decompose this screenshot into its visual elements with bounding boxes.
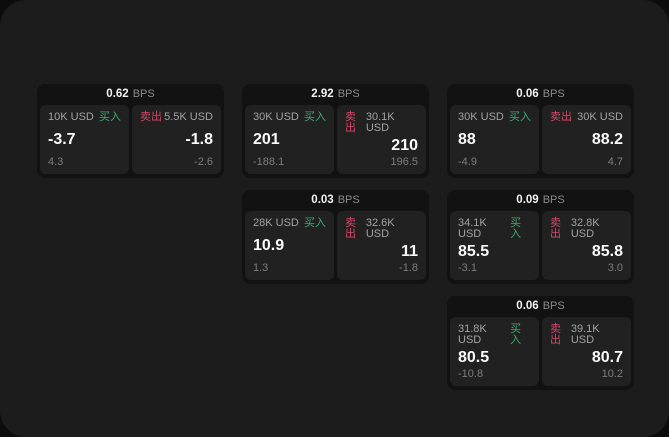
sell-notional-label: 30.1K USD bbox=[365, 111, 395, 134]
card-header: 0.09 BPS bbox=[447, 190, 634, 211]
bps-unit-label: BPS bbox=[542, 88, 565, 100]
bps-value: 2.92 bbox=[311, 87, 334, 100]
bps-value: 0.06 bbox=[516, 87, 539, 100]
bps-unit-label: BPS bbox=[337, 88, 360, 100]
sell-price-value: -1.8 bbox=[185, 131, 213, 148]
buy-button-label[interactable]: 买入 bbox=[304, 217, 326, 229]
card-body: 34.1K USD 买入 85.5 -3.1 卖出 32.8K USD 85.8… bbox=[447, 211, 634, 284]
bps-quote-card: 0.09 BPS 34.1K USD 买入 85.5 -3.1 卖出 32.8K… bbox=[447, 190, 634, 284]
sell-tile[interactable]: 卖出 39.1K USD 80.7 10.2 bbox=[542, 317, 631, 386]
bps-quote-card: 0.62 BPS 10K USD 买入 -3.7 4.3 卖出 5.5K USD bbox=[37, 84, 224, 178]
bps-value: 0.06 bbox=[516, 299, 539, 312]
buy-notional-label: 31.8K USD bbox=[458, 323, 487, 346]
sell-secondary-value: 10.2 bbox=[601, 368, 623, 380]
sell-button-label[interactable]: 卖出 bbox=[345, 111, 356, 134]
bps-value: 0.03 bbox=[311, 193, 334, 206]
buy-tile[interactable]: 31.8K USD 买入 80.5 -10.8 bbox=[450, 317, 539, 386]
sell-notional-label: 30K USD bbox=[577, 111, 623, 123]
sell-tile[interactable]: 卖出 30.1K USD 210 196.5 bbox=[337, 105, 426, 174]
sell-secondary-value: 196.5 bbox=[390, 156, 418, 168]
sell-tile[interactable]: 卖出 32.8K USD 85.8 3.0 bbox=[542, 211, 631, 280]
sell-price-value: 85.8 bbox=[591, 242, 623, 260]
buy-button-label[interactable]: 买入 bbox=[510, 217, 522, 240]
sell-secondary-value: 4.7 bbox=[607, 156, 623, 168]
card-body: 31.8K USD 买入 80.5 -10.8 卖出 39.1K USD 80.… bbox=[447, 317, 634, 390]
buy-price-value: -3.7 bbox=[48, 131, 76, 148]
sell-secondary-value: -1.8 bbox=[399, 262, 418, 274]
buy-secondary-value: 1.3 bbox=[253, 262, 269, 274]
buy-price-value: 201 bbox=[253, 131, 280, 148]
bps-unit-label: BPS bbox=[132, 88, 155, 100]
sell-secondary-value: 3.0 bbox=[607, 262, 623, 274]
buy-secondary-value: -3.1 bbox=[458, 262, 477, 274]
sell-tile[interactable]: 卖出 30K USD 88.2 4.7 bbox=[542, 105, 631, 174]
buy-button-label[interactable]: 买入 bbox=[99, 111, 121, 123]
bps-value: 0.62 bbox=[106, 87, 129, 100]
sell-notional-label: 32.6K USD bbox=[365, 217, 395, 240]
sell-button-label[interactable]: 卖出 bbox=[550, 323, 561, 346]
sell-notional-label: 5.5K USD bbox=[164, 111, 213, 123]
buy-price-value: 85.5 bbox=[458, 242, 490, 260]
buy-tile[interactable]: 34.1K USD 买入 85.5 -3.1 bbox=[450, 211, 539, 280]
buy-tile[interactable]: 28K USD 买入 10.9 1.3 bbox=[245, 211, 334, 280]
card-body: 10K USD 买入 -3.7 4.3 卖出 5.5K USD -1.8 -2.… bbox=[37, 105, 224, 178]
bps-quote-card: 0.06 BPS 30K USD 买入 88 -4.9 卖出 30K USD bbox=[447, 84, 634, 178]
sell-secondary-value: -2.6 bbox=[194, 156, 213, 168]
sell-button-label[interactable]: 卖出 bbox=[550, 217, 561, 240]
buy-notional-label: 30K USD bbox=[253, 111, 299, 123]
sell-notional-label: 39.1K USD bbox=[570, 323, 600, 346]
card-header: 2.92 BPS bbox=[242, 84, 429, 105]
bps-quote-card: 2.92 BPS 30K USD 买入 201 -188.1 卖出 30.1K … bbox=[242, 84, 429, 178]
bps-value: 0.09 bbox=[516, 193, 539, 206]
quote-card-grid: 0.62 BPS 10K USD 买入 -3.7 4.3 卖出 5.5K USD bbox=[37, 84, 634, 390]
card-header: 0.06 BPS bbox=[447, 296, 634, 317]
sell-tile[interactable]: 卖出 32.6K USD 11 -1.8 bbox=[337, 211, 426, 280]
buy-notional-label: 10K USD bbox=[48, 111, 94, 123]
buy-secondary-value: -10.8 bbox=[458, 368, 484, 380]
sell-notional-label: 32.8K USD bbox=[570, 217, 600, 240]
bps-unit-label: BPS bbox=[542, 194, 565, 206]
buy-price-value: 10.9 bbox=[253, 237, 285, 254]
buy-notional-label: 30K USD bbox=[458, 111, 504, 123]
card-body: 30K USD 买入 201 -188.1 卖出 30.1K USD 210 1… bbox=[242, 105, 429, 178]
buy-notional-label: 28K USD bbox=[253, 217, 299, 229]
buy-tile[interactable]: 10K USD 买入 -3.7 4.3 bbox=[40, 105, 129, 174]
sell-price-value: 88.2 bbox=[591, 131, 623, 148]
card-header: 0.03 BPS bbox=[242, 190, 429, 211]
sell-button-label[interactable]: 卖出 bbox=[345, 217, 356, 240]
buy-price-value: 80.5 bbox=[458, 348, 490, 366]
buy-tile[interactable]: 30K USD 买入 201 -188.1 bbox=[245, 105, 334, 174]
sell-button-label[interactable]: 卖出 bbox=[140, 111, 162, 123]
buy-secondary-value: -188.1 bbox=[253, 156, 285, 168]
buy-button-label[interactable]: 买入 bbox=[509, 111, 531, 123]
bps-unit-label: BPS bbox=[542, 300, 565, 312]
buy-secondary-value: -4.9 bbox=[458, 156, 477, 168]
bps-quote-card: 0.03 BPS 28K USD 买入 10.9 1.3 卖出 32.6K US… bbox=[242, 190, 429, 284]
buy-button-label[interactable]: 买入 bbox=[510, 323, 522, 346]
sell-button-label[interactable]: 卖出 bbox=[550, 111, 572, 123]
buy-button-label[interactable]: 买入 bbox=[304, 111, 326, 123]
bps-quote-card: 0.06 BPS 31.8K USD 买入 80.5 -10.8 卖出 39.1… bbox=[447, 296, 634, 390]
buy-notional-label: 34.1K USD bbox=[458, 217, 487, 240]
bps-unit-label: BPS bbox=[337, 194, 360, 206]
sell-price-value: 210 bbox=[391, 136, 418, 154]
card-body: 28K USD 买入 10.9 1.3 卖出 32.6K USD 11 -1.8 bbox=[242, 211, 429, 284]
buy-price-value: 88 bbox=[458, 131, 476, 148]
card-body: 30K USD 买入 88 -4.9 卖出 30K USD 88.2 4.7 bbox=[447, 105, 634, 178]
sell-price-value: 11 bbox=[401, 242, 418, 260]
buy-tile[interactable]: 30K USD 买入 88 -4.9 bbox=[450, 105, 539, 174]
sell-tile[interactable]: 卖出 5.5K USD -1.8 -2.6 bbox=[132, 105, 221, 174]
card-header: 0.62 BPS bbox=[37, 84, 224, 105]
buy-secondary-value: 4.3 bbox=[48, 156, 64, 168]
card-header: 0.06 BPS bbox=[447, 84, 634, 105]
sell-price-value: 80.7 bbox=[591, 348, 623, 366]
